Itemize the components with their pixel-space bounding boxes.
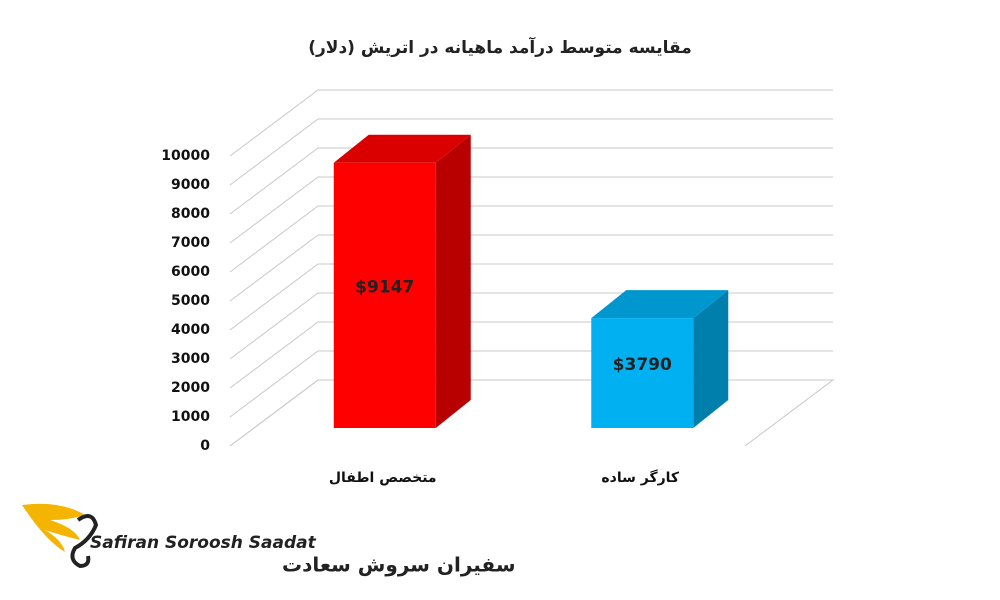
y-tick-label: 3000 [171, 351, 210, 367]
y-tick-label: 5000 [171, 293, 210, 309]
bar-top [333, 134, 471, 163]
y-tick-label: 6000 [171, 264, 210, 280]
y-tick-label: 2000 [171, 380, 210, 396]
bar [591, 318, 694, 428]
bar [333, 162, 436, 428]
grid-line [229, 147, 833, 215]
x-tick-label: متخصص اطفال [329, 470, 437, 486]
floor [229, 379, 835, 447]
y-tick-label: 1000 [171, 409, 210, 425]
y-tick-label: 9000 [171, 177, 210, 193]
y-tick-label: 8000 [171, 206, 210, 222]
x-tick-label: کارگر ساده [601, 469, 680, 486]
logo-name-en: Safiran Soroosh Saadat [90, 533, 317, 553]
logo-wing [22, 503, 85, 552]
grid-line [229, 379, 833, 447]
value-label: $9147 [355, 277, 414, 297]
bar-top [591, 290, 729, 319]
y-tick-label: 0 [200, 438, 210, 454]
y-tick-label: 7000 [171, 235, 210, 251]
y-tick-label: 10000 [161, 148, 210, 164]
grid-line [229, 89, 833, 157]
logo: Safiran Soroosh Saadat سفیران سروش سعادت [22, 503, 516, 577]
grid-line [229, 321, 833, 389]
value-label: $3790 [613, 355, 672, 375]
chart-title: مقایسه متوسط درآمد ماهیانه در اتریش (دلا… [308, 36, 692, 58]
grid-line [229, 176, 833, 244]
grid-line [229, 205, 833, 273]
bar-side [435, 134, 471, 428]
bar-side [693, 290, 729, 428]
grid-line [229, 234, 833, 302]
grid-line [229, 263, 833, 331]
grid-line [229, 118, 833, 186]
grid-line [229, 292, 833, 360]
grid-line [229, 350, 833, 418]
logo-neck [70, 514, 99, 569]
y-tick-label: 4000 [171, 322, 210, 338]
logo-name-fa: سفیران سروش سعادت [282, 553, 516, 577]
